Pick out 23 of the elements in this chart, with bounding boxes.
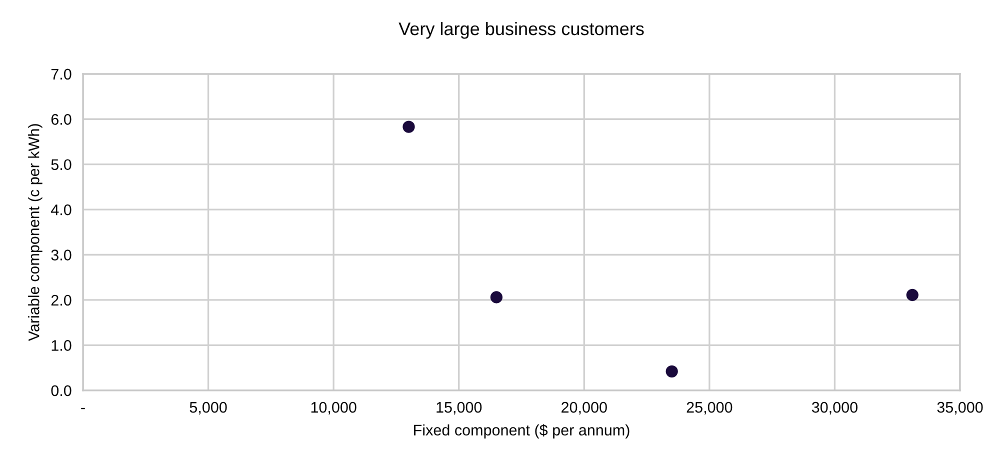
point	[906, 288, 918, 302]
x-axis-title: Fixed component ($ per annum)	[414, 424, 630, 439]
y-tick-label: 2.0	[51, 294, 72, 306]
x-tick-label: 25,000	[686, 402, 732, 415]
x-tick-label: 5,000	[190, 402, 227, 415]
y-tick-label: 6.0	[51, 114, 72, 125]
y-tick-label: 0.0	[51, 385, 72, 396]
x-tick-label: -	[81, 408, 85, 410]
point	[402, 120, 415, 133]
y-tick-label: 5.0	[51, 159, 72, 170]
y-axis-title: Variable component (c per kWh)	[28, 124, 42, 342]
y-tick-label: 4.0	[51, 204, 72, 216]
x-tick-label: 35,000	[937, 402, 983, 415]
x-tick-label: 15,000	[436, 402, 482, 415]
x-tick-label: 20,000	[562, 402, 607, 415]
y-tick-label: 1.0	[52, 340, 72, 351]
y-tick-label: 3.0	[51, 250, 72, 260]
y-tick-label: 7.0	[51, 68, 72, 80]
point	[490, 291, 503, 304]
chart-title: Very large business customers	[398, 22, 644, 39]
x-tick-label: 10,000	[311, 402, 356, 415]
point	[666, 365, 678, 378]
x-tick-label: 30,000	[812, 402, 858, 415]
